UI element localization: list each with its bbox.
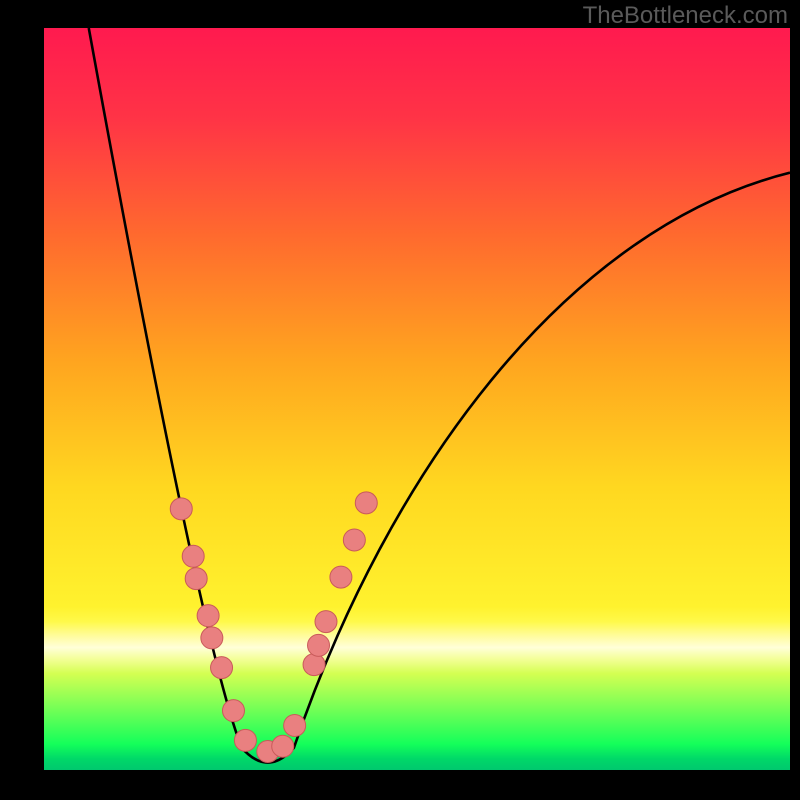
chart-frame: TheBottleneck.com <box>0 0 800 800</box>
bottleneck-curve-chart <box>0 0 800 800</box>
watermark-text: TheBottleneck.com <box>583 2 788 30</box>
data-marker <box>315 611 337 633</box>
data-marker <box>185 568 207 590</box>
data-marker <box>355 492 377 514</box>
data-marker <box>234 729 256 751</box>
data-marker <box>272 735 294 757</box>
data-marker <box>308 634 330 656</box>
data-marker <box>343 529 365 551</box>
data-marker <box>182 545 204 567</box>
data-marker <box>197 605 219 627</box>
data-marker <box>330 566 352 588</box>
data-marker <box>284 714 306 736</box>
data-marker <box>201 627 223 649</box>
data-marker <box>170 498 192 520</box>
data-marker <box>211 657 233 679</box>
plot-background <box>44 28 790 770</box>
data-marker <box>222 700 244 722</box>
data-marker <box>303 654 325 676</box>
